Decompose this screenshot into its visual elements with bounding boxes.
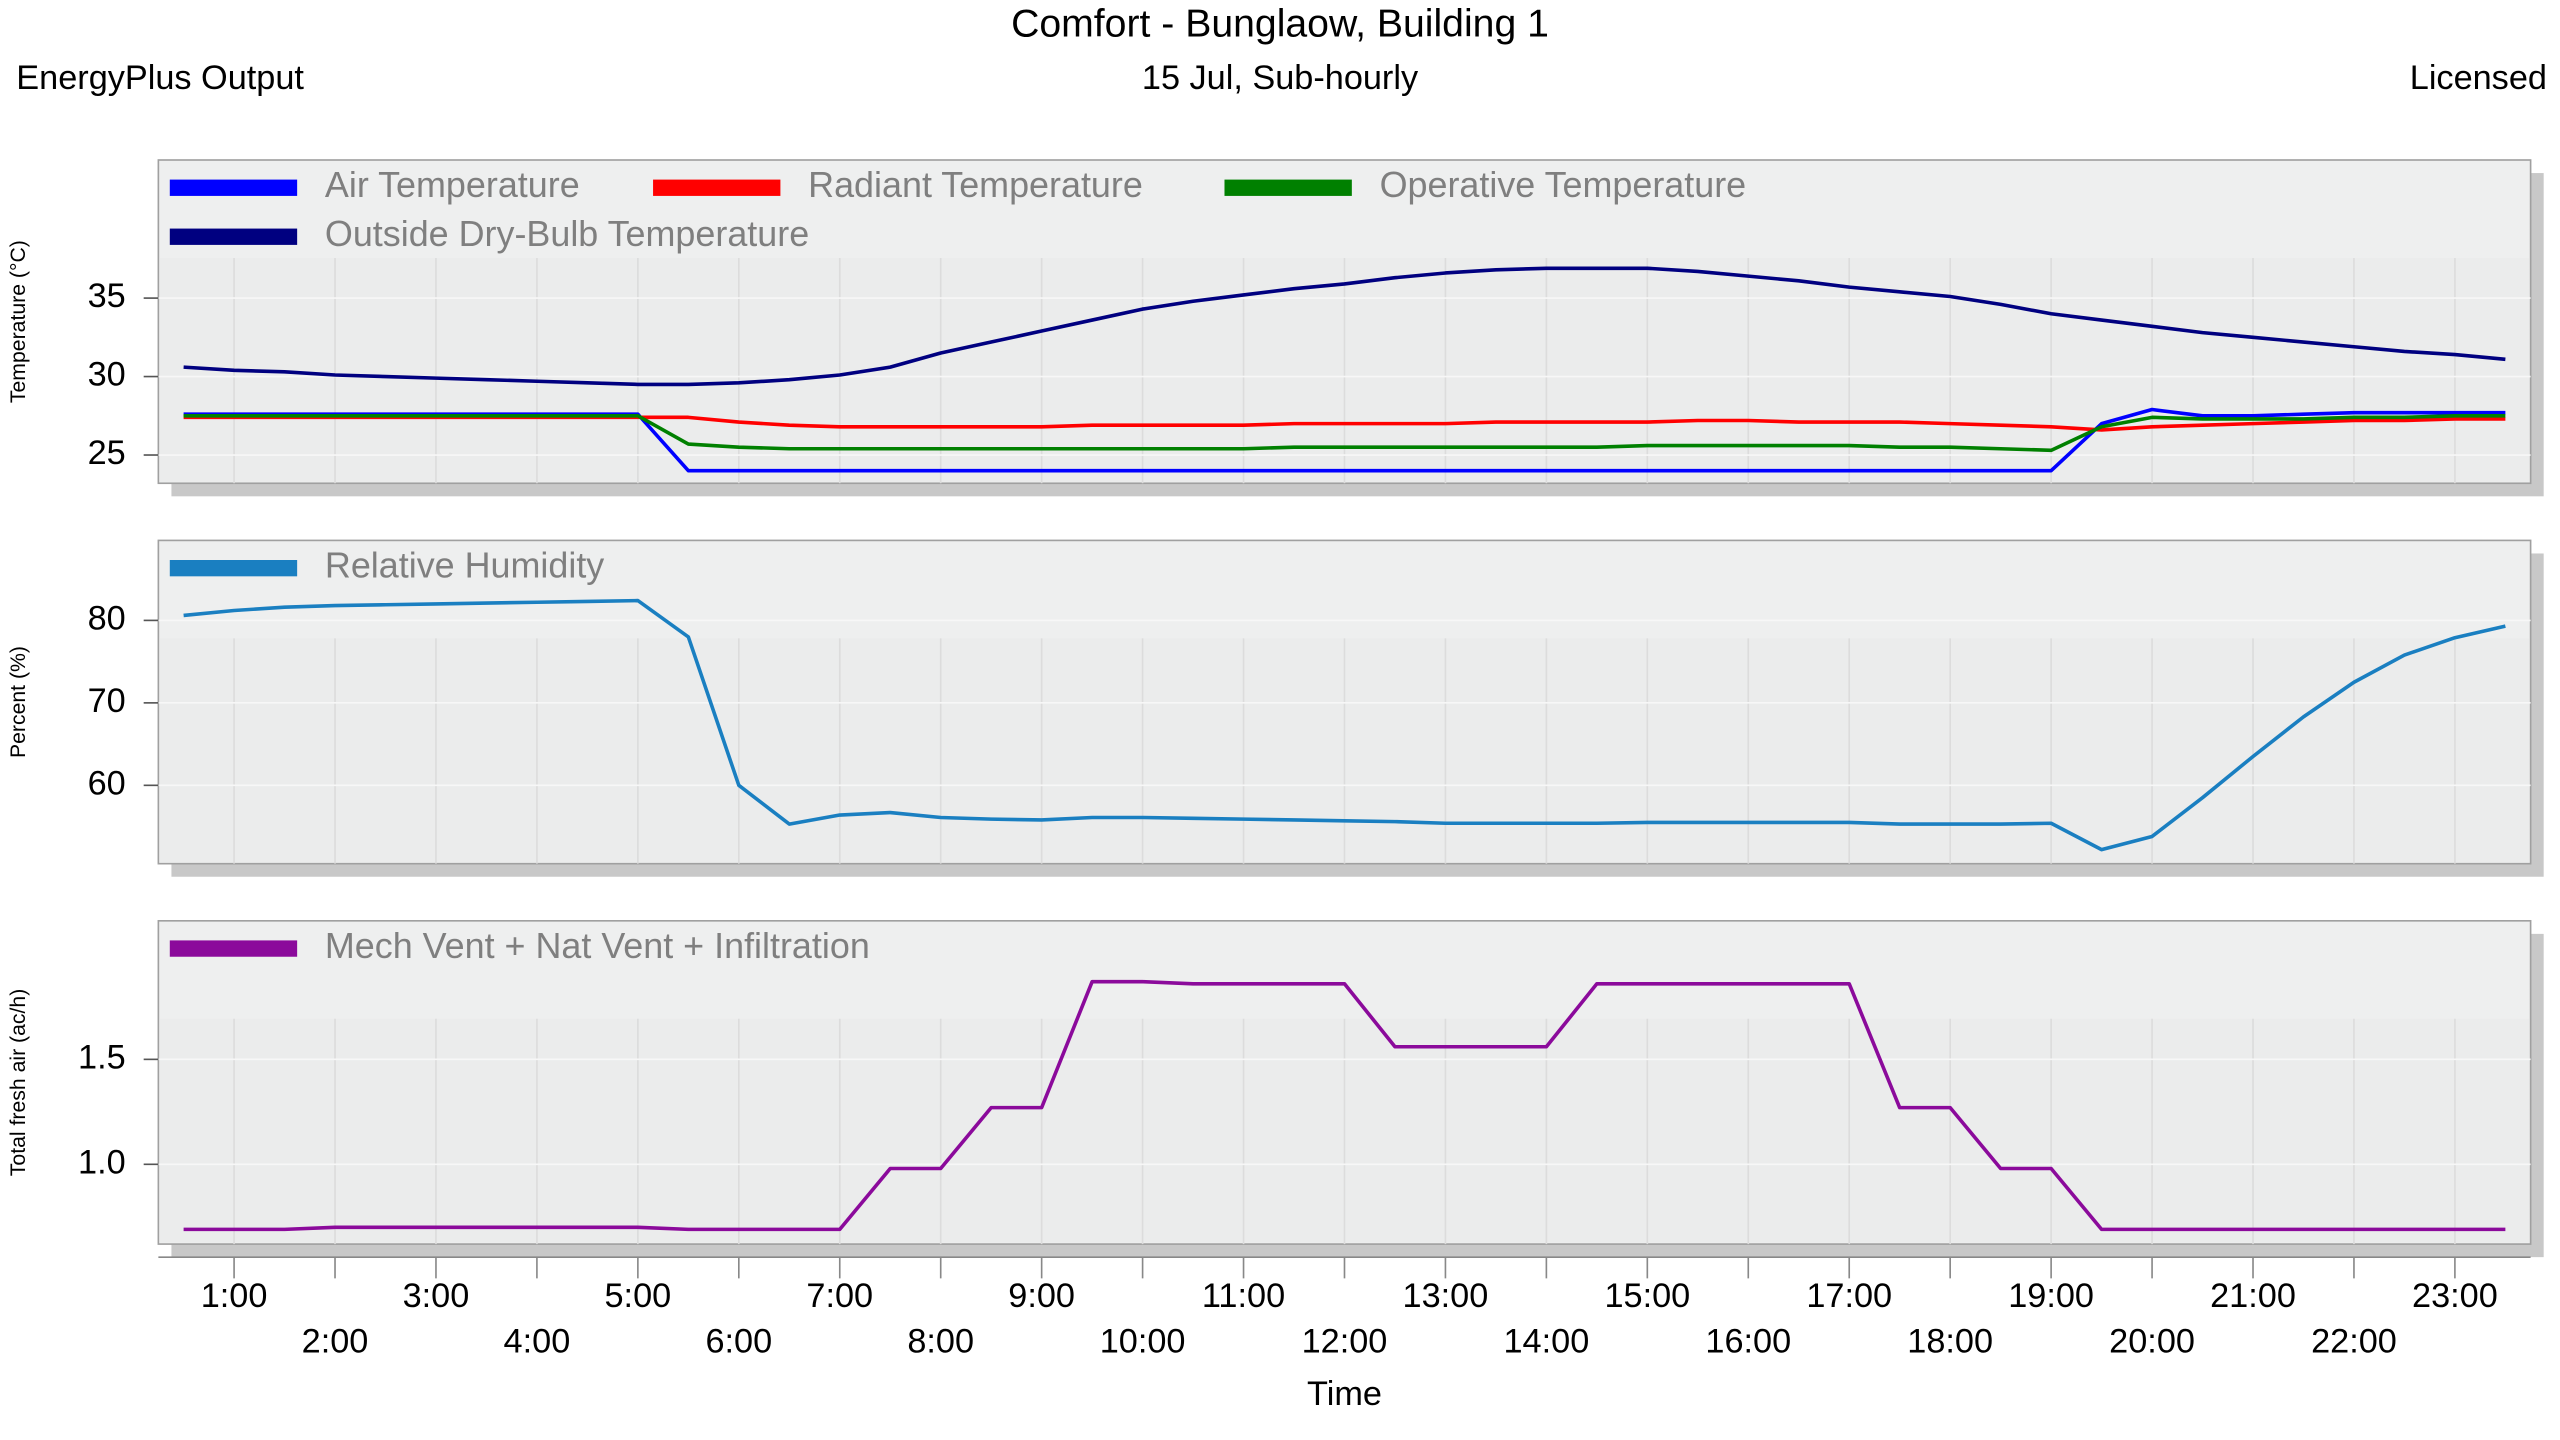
x-tick-label: 17:00 xyxy=(1806,1277,1892,1315)
x-tick-label: 9:00 xyxy=(1008,1277,1075,1315)
x-tick-label: 20:00 xyxy=(2109,1323,2195,1361)
x-tick-label: 6:00 xyxy=(705,1323,772,1361)
y-axis-label: Percent (%) xyxy=(7,646,30,758)
x-tick-label: 18:00 xyxy=(1907,1323,1993,1361)
x-tick-label: 21:00 xyxy=(2210,1277,2296,1315)
series-line xyxy=(183,413,2506,453)
x-tick-label: 7:00 xyxy=(806,1277,873,1315)
legend-label: Air Temperature xyxy=(325,164,580,205)
x-tick-label: 19:00 xyxy=(2008,1277,2094,1315)
legend-swatch xyxy=(653,179,781,196)
y-tick-label: 35 xyxy=(88,277,126,315)
x-tick-label: 14:00 xyxy=(1504,1323,1590,1361)
legend-swatch xyxy=(1224,179,1352,196)
y-axis-label: Temperature (°C) xyxy=(7,240,30,403)
y-tick-label: 1.5 xyxy=(78,1038,126,1076)
x-tick-label: 4:00 xyxy=(504,1323,571,1361)
legend-label: Operative Temperature xyxy=(1380,164,1747,205)
subtitle-left: EnergyPlus Output xyxy=(16,59,304,97)
x-tick-label: 3:00 xyxy=(403,1277,470,1315)
x-tick-label: 13:00 xyxy=(1403,1277,1489,1315)
x-tick-label: 8:00 xyxy=(907,1323,974,1361)
legend-swatch xyxy=(169,228,298,245)
y-tick-label: 25 xyxy=(88,434,126,472)
y-tick-label: 1.0 xyxy=(78,1143,126,1181)
legend-label: Radiant Temperature xyxy=(808,164,1143,205)
legend-swatch xyxy=(169,179,298,196)
x-tick-label: 11:00 xyxy=(1202,1277,1285,1315)
y-tick-label: 70 xyxy=(88,682,126,720)
x-tick-label: 1:00 xyxy=(201,1277,268,1315)
x-tick-label: 15:00 xyxy=(1604,1277,1690,1315)
x-axis-label: Time xyxy=(1307,1375,1382,1413)
chart-title: Comfort - Bunglaow, Building 1 xyxy=(1011,2,1549,45)
y-tick-label: 60 xyxy=(88,764,126,802)
y-tick-label: 80 xyxy=(88,599,126,637)
series-line xyxy=(183,266,2506,387)
x-tick-label: 12:00 xyxy=(1302,1323,1388,1361)
x-tick-label: 5:00 xyxy=(605,1277,672,1315)
y-axis-label: Total fresh air (ac/h) xyxy=(7,989,30,1177)
legend-swatch xyxy=(169,560,298,577)
y-tick-label: 30 xyxy=(88,356,126,394)
series-line xyxy=(183,979,2506,1232)
legend-label: Mech Vent + Nat Vent + Infiltration xyxy=(325,925,870,966)
x-tick-label: 16:00 xyxy=(1705,1323,1791,1361)
subtitle-right: Licensed xyxy=(2410,59,2547,97)
legend-label: Outside Dry-Bulb Temperature xyxy=(325,213,809,254)
x-tick-label: 10:00 xyxy=(1100,1323,1186,1361)
subtitle-center: 15 Jul, Sub-hourly xyxy=(1142,59,1419,97)
x-tick-label: 22:00 xyxy=(2311,1323,2397,1361)
x-tick-label: 23:00 xyxy=(2412,1277,2498,1315)
legend-swatch xyxy=(169,940,298,957)
series-line xyxy=(183,598,2506,852)
x-tick-label: 2:00 xyxy=(302,1323,369,1361)
legend-label: Relative Humidity xyxy=(325,545,604,586)
